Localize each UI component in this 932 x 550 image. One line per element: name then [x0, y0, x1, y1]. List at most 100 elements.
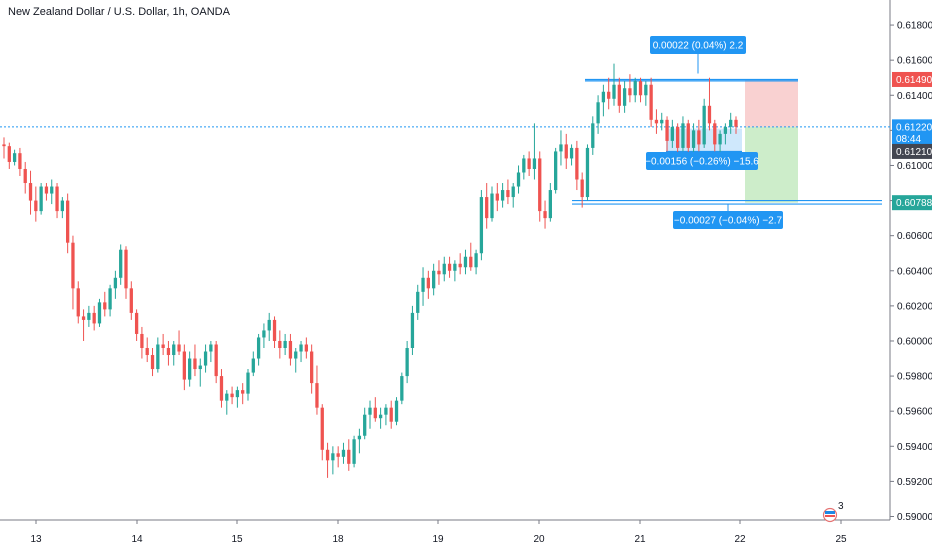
candle-body[interactable]	[18, 153, 22, 169]
candle-body[interactable]	[670, 126, 674, 141]
candle-body[interactable]	[532, 158, 537, 169]
candle-body[interactable]	[378, 414, 383, 419]
candle-body[interactable]	[421, 277, 425, 292]
candle-body[interactable]	[256, 337, 261, 359]
candle-body[interactable]	[447, 263, 452, 271]
candle-body[interactable]	[129, 288, 133, 313]
candle-body[interactable]	[384, 407, 388, 415]
candle-body[interactable]	[193, 358, 197, 370]
candle-body[interactable]	[177, 344, 181, 352]
candle-body[interactable]	[60, 200, 64, 212]
candle-body[interactable]	[230, 393, 234, 398]
candle-body[interactable]	[638, 81, 643, 96]
candle-body[interactable]	[559, 144, 563, 152]
candle-body[interactable]	[108, 288, 112, 310]
candle-body[interactable]	[2, 144, 6, 147]
candle-body[interactable]	[564, 144, 568, 159]
candle-body[interactable]	[209, 344, 213, 352]
candle-body[interactable]	[554, 151, 558, 191]
candle-body[interactable]	[166, 348, 171, 356]
candle-body[interactable]	[601, 91, 606, 103]
candle-body[interactable]	[352, 439, 356, 464]
candle-body[interactable]	[654, 119, 659, 124]
candle-body[interactable]	[442, 263, 446, 275]
candle-body[interactable]	[729, 119, 733, 127]
candle-body[interactable]	[628, 88, 632, 96]
candle-body[interactable]	[622, 88, 627, 106]
candle-body[interactable]	[246, 372, 250, 394]
candle-body[interactable]	[320, 407, 324, 450]
candle-body[interactable]	[469, 256, 473, 268]
candle-body[interactable]	[92, 312, 96, 324]
candle-body[interactable]	[34, 200, 38, 212]
candle-body[interactable]	[522, 158, 526, 173]
candle-body[interactable]	[44, 186, 49, 194]
candle-body[interactable]	[262, 330, 266, 338]
candle-body[interactable]	[225, 393, 229, 401]
candle-body[interactable]	[140, 333, 144, 348]
candle-body[interactable]	[548, 190, 552, 219]
candle-body[interactable]	[644, 84, 648, 96]
candle-body[interactable]	[410, 312, 415, 348]
candle-body[interactable]	[495, 193, 499, 201]
candle-body[interactable]	[633, 81, 637, 96]
candle-body[interactable]	[665, 119, 669, 141]
candle-body[interactable]	[437, 270, 441, 275]
candle-body[interactable]	[591, 123, 595, 148]
candle-body[interactable]	[310, 351, 314, 384]
candle-body[interactable]	[288, 340, 293, 359]
candle-body[interactable]	[400, 376, 404, 401]
candle-body[interactable]	[336, 453, 340, 457]
candle-body[interactable]	[28, 183, 33, 201]
candle-body[interactable]	[718, 133, 722, 145]
candle-body[interactable]	[426, 277, 430, 289]
candle-body[interactable]	[660, 119, 664, 124]
candle-body[interactable]	[7, 146, 11, 162]
candle-body[interactable]	[474, 253, 478, 268]
candle-body[interactable]	[713, 123, 717, 145]
candle-body[interactable]	[479, 197, 484, 254]
candle-body[interactable]	[511, 186, 515, 198]
candle-body[interactable]	[124, 249, 128, 289]
candle-body[interactable]	[161, 344, 165, 348]
candle-body[interactable]	[373, 407, 377, 419]
candle-body[interactable]	[585, 147, 590, 198]
candle-body[interactable]	[156, 344, 160, 370]
candle-body[interactable]	[23, 168, 27, 184]
candle-body[interactable]	[575, 147, 579, 180]
candle-body[interactable]	[649, 84, 653, 120]
candle-body[interactable]	[241, 390, 245, 394]
candle-body[interactable]	[97, 302, 102, 324]
candle-body[interactable]	[81, 316, 86, 320]
candle-body[interactable]	[617, 84, 621, 106]
candle-body[interactable]	[485, 197, 489, 219]
candle-body[interactable]	[596, 102, 600, 124]
candle-body[interactable]	[119, 249, 123, 278]
candle-body[interactable]	[145, 348, 149, 356]
candle-body[interactable]	[87, 312, 91, 320]
candle-body[interactable]	[278, 340, 282, 348]
candle-body[interactable]	[203, 351, 208, 366]
candle-body[interactable]	[198, 365, 202, 370]
candle-body[interactable]	[516, 172, 521, 187]
candle-body[interactable]	[66, 200, 70, 243]
candle-body[interactable]	[150, 355, 155, 370]
candle-body[interactable]	[267, 319, 271, 331]
candle-body[interactable]	[368, 407, 372, 415]
candle-body[interactable]	[283, 340, 287, 348]
candle-body[interactable]	[723, 126, 728, 134]
candle-body[interactable]	[527, 158, 531, 169]
candle-body[interactable]	[734, 119, 738, 127]
candle-body[interactable]	[294, 351, 298, 359]
candle-body[interactable]	[569, 147, 574, 159]
candle-body[interactable]	[363, 414, 367, 436]
candle-body[interactable]	[357, 435, 362, 440]
candle-body[interactable]	[39, 186, 43, 212]
candle-body[interactable]	[182, 351, 186, 380]
candle-body[interactable]	[506, 190, 510, 198]
candle-body[interactable]	[134, 312, 139, 334]
candle-body[interactable]	[416, 291, 420, 313]
candle-body[interactable]	[607, 91, 611, 99]
candle-body[interactable]	[113, 277, 118, 289]
